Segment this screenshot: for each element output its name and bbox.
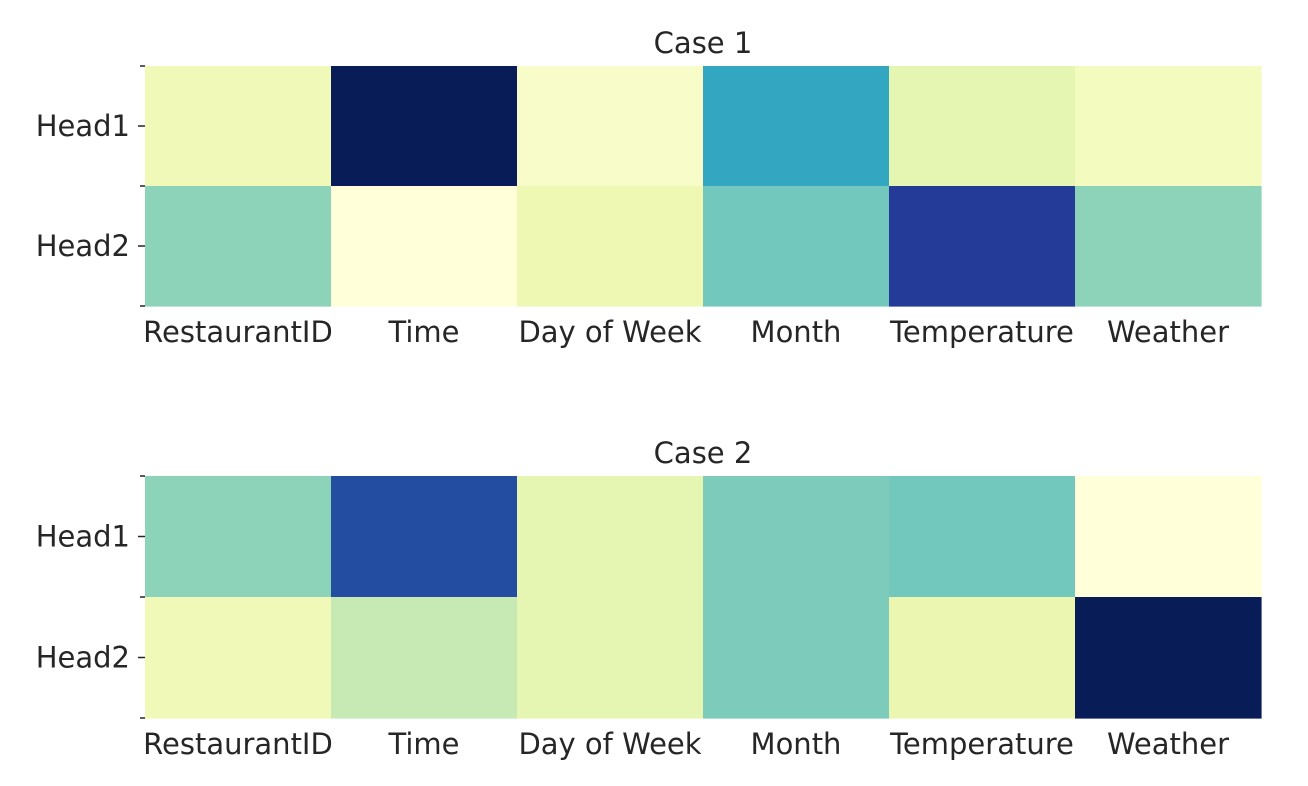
- heatmap-cell: [889, 66, 1076, 187]
- heatmap-cell: [1075, 597, 1262, 719]
- x-tick-label: Weather: [1107, 315, 1229, 349]
- heatmap-cell: [145, 186, 332, 307]
- x-tick-label: Temperature: [889, 727, 1074, 761]
- y-tick-label: Head2: [36, 641, 130, 675]
- heatmap-cell: [517, 597, 704, 719]
- x-tick-label: Day of Week: [518, 315, 701, 349]
- heatmap-cell: [517, 476, 704, 598]
- x-tick-label: Time: [388, 315, 460, 349]
- x-tick-label: Weather: [1107, 727, 1229, 761]
- x-tick-label: Temperature: [889, 315, 1074, 349]
- heatmap-cell: [1075, 66, 1262, 187]
- chart-title: Case 1: [654, 26, 753, 60]
- heatmap-cell: [517, 186, 704, 307]
- heatmap-cell: [703, 66, 890, 187]
- y-tick-label: Head2: [36, 229, 130, 263]
- heatmap-cell: [331, 597, 518, 719]
- heatmap-cell: [1075, 476, 1262, 598]
- heatmap-cell: [145, 476, 332, 598]
- heatmap-case-1: Case 1 Head1 Head2 RestaurantID Time Day of W…: [36, 26, 1262, 349]
- heatmap-cell: [331, 476, 518, 598]
- x-tick-label: Day of Week: [518, 727, 701, 761]
- heatmap-cell: [145, 66, 332, 187]
- heatmap-cell: [703, 597, 890, 719]
- heatmap-cell: [889, 597, 1076, 719]
- x-tick-label: Time: [388, 727, 460, 761]
- heatmap-cell: [1075, 186, 1262, 307]
- heatmap-case-2: Case 2 Head1 Head2 RestaurantID Time Day of W…: [36, 436, 1262, 761]
- x-tick-label: Month: [751, 727, 842, 761]
- chart-title: Case 2: [654, 436, 753, 470]
- x-tick-label: RestaurantID: [143, 727, 333, 761]
- heatmap-cell: [703, 476, 890, 598]
- x-tick-label: RestaurantID: [143, 315, 333, 349]
- heatmap-cell: [703, 186, 890, 307]
- heatmap-cell: [889, 186, 1076, 307]
- heatmap-cell: [145, 597, 332, 719]
- y-tick-label: Head1: [36, 109, 130, 143]
- heatmap-cell: [517, 66, 704, 187]
- heatmap-cell: [331, 66, 518, 187]
- x-tick-label: Month: [751, 315, 842, 349]
- heatmap-cell: [889, 476, 1076, 598]
- heatmap-cell: [331, 186, 518, 307]
- y-tick-label: Head1: [36, 520, 130, 554]
